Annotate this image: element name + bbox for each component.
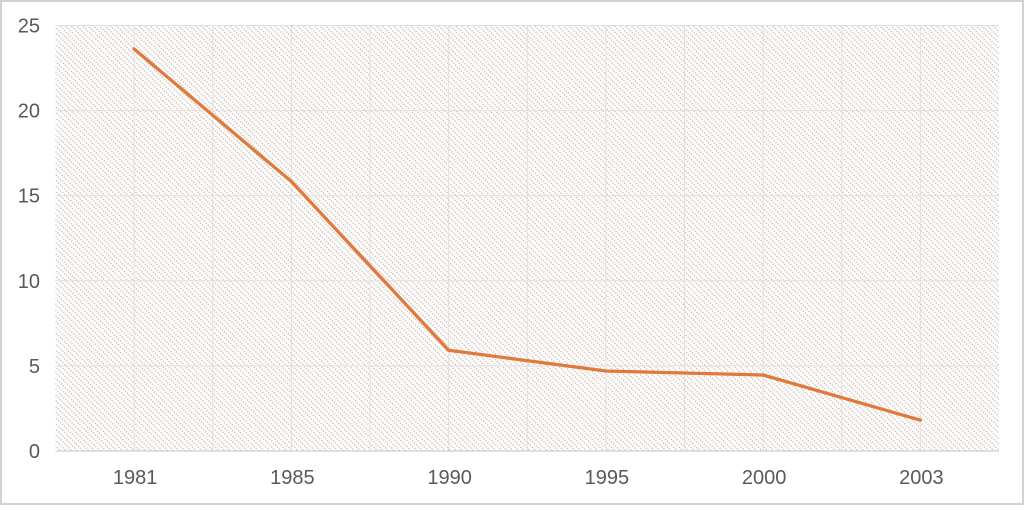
svg-text:1985: 1985	[270, 467, 315, 489]
svg-text:25: 25	[18, 16, 40, 38]
svg-text:2003: 2003	[899, 467, 944, 489]
svg-text:2000: 2000	[742, 467, 787, 489]
svg-text:1995: 1995	[585, 467, 630, 489]
svg-text:0: 0	[29, 441, 40, 463]
svg-text:15: 15	[18, 186, 40, 208]
svg-text:10: 10	[18, 271, 40, 293]
svg-text:20: 20	[18, 101, 40, 123]
svg-text:1990: 1990	[427, 467, 472, 489]
svg-text:5: 5	[29, 356, 40, 378]
svg-text:1981: 1981	[113, 467, 158, 489]
